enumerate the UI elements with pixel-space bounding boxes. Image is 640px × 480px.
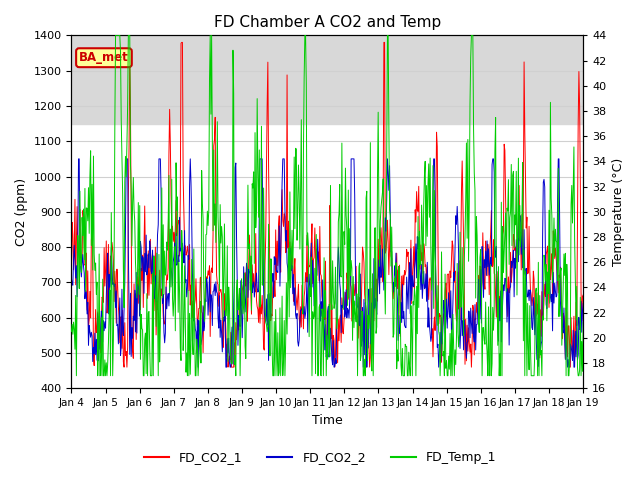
Title: FD Chamber A CO2 and Temp: FD Chamber A CO2 and Temp xyxy=(214,15,441,30)
Y-axis label: CO2 (ppm): CO2 (ppm) xyxy=(15,178,28,246)
Y-axis label: Temperature (°C): Temperature (°C) xyxy=(612,158,625,266)
Text: BA_met: BA_met xyxy=(79,51,129,64)
Bar xyxy=(72,36,583,123)
X-axis label: Time: Time xyxy=(312,414,342,427)
Legend: FD_CO2_1, FD_CO2_2, FD_Temp_1: FD_CO2_1, FD_CO2_2, FD_Temp_1 xyxy=(139,446,501,469)
